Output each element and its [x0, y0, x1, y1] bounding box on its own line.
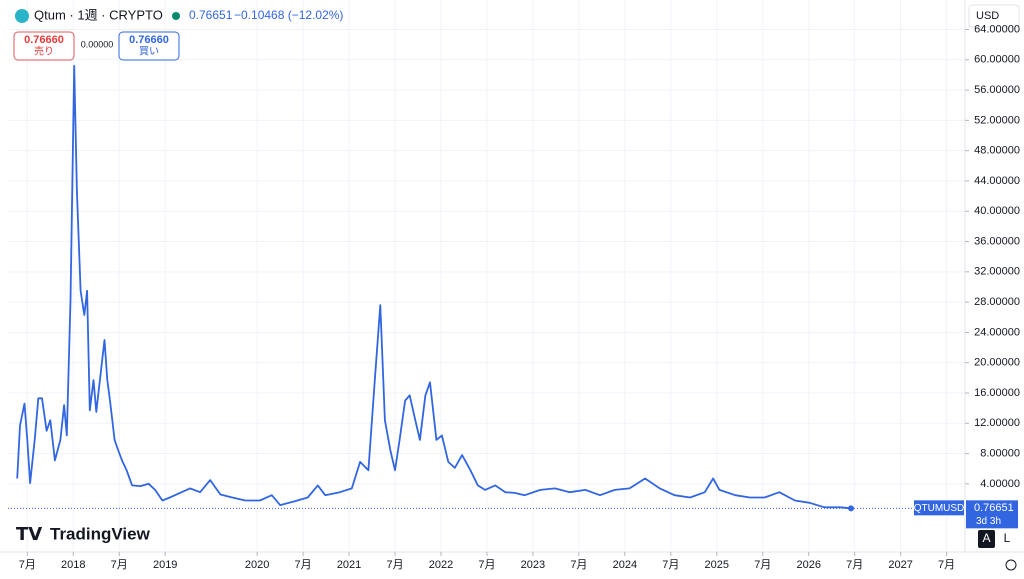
- settings-icon[interactable]: [1005, 559, 1017, 571]
- last-point: [848, 505, 855, 512]
- y-tick-label: 8.00000: [980, 447, 1020, 459]
- last-price: 0.76651: [189, 8, 233, 22]
- symbol-tag: [914, 500, 964, 516]
- chart-title[interactable]: Qtum · 1週 · CRYPTO: [34, 7, 163, 22]
- y-tick-label: 36.00000: [974, 235, 1020, 247]
- x-tick-label: 2021: [337, 559, 361, 571]
- x-tick-label: 2022: [429, 559, 453, 571]
- x-tick-label: 2027: [888, 559, 912, 571]
- buy-button[interactable]: [118, 31, 180, 61]
- currency-button[interactable]: [968, 4, 1020, 28]
- auto-scale-button[interactable]: [978, 530, 995, 548]
- price-change: −0.10468 (−12.02%): [234, 8, 343, 22]
- currency: USD: [976, 10, 999, 22]
- buy-label: 買い: [139, 46, 159, 58]
- y-tick-label: 12.00000: [974, 417, 1020, 429]
- sell-button[interactable]: [13, 31, 75, 61]
- symbol-icon: [15, 9, 29, 23]
- y-tick-label: 28.00000: [974, 296, 1020, 308]
- x-tick-label: 7月: [295, 559, 312, 571]
- y-tick-label: 64.00000: [974, 23, 1020, 35]
- buy-price: 0.76660: [129, 34, 169, 46]
- x-tick-label: 7月: [386, 559, 403, 571]
- y-tick-label: 20.00000: [974, 357, 1020, 369]
- x-tick-label: 7月: [754, 559, 771, 571]
- x-tick-label: 2023: [521, 559, 545, 571]
- x-tick-label: 7月: [938, 559, 955, 571]
- y-tick-label: 24.00000: [974, 326, 1020, 338]
- y-tick-label: 16.00000: [974, 387, 1020, 399]
- y-tick-label: 60.00000: [974, 54, 1020, 66]
- x-tick-label: 2025: [705, 559, 729, 571]
- x-tick-label: 7月: [111, 559, 128, 571]
- symbol-tag-label: QTUMUSD: [914, 503, 965, 514]
- x-tick-label: 2026: [796, 559, 820, 571]
- price-tag-label: 0.76651: [974, 502, 1014, 514]
- countdown: 3d 3h: [976, 516, 1001, 527]
- price-line: [16, 65, 852, 510]
- brand-name: TradingView: [50, 524, 151, 543]
- log-scale-label[interactable]: L: [1004, 531, 1011, 545]
- plot: [8, 65, 965, 512]
- y-tick-label: 52.00000: [974, 114, 1020, 126]
- x-tick-label: 7月: [478, 559, 495, 571]
- x-tick-label: 2024: [613, 559, 637, 571]
- y-tick-label: 32.00000: [974, 266, 1020, 278]
- spread: 0.00000: [81, 39, 114, 49]
- sell-label: 売り: [34, 45, 54, 58]
- x-tick-label: 7月: [19, 559, 36, 571]
- y-tick-label: 40.00000: [974, 205, 1020, 217]
- x-tick-label: 7月: [570, 559, 587, 571]
- y-tick-label: 48.00000: [974, 145, 1020, 157]
- sell-price: 0.76660: [24, 34, 64, 46]
- x-tick-label: 7月: [846, 559, 863, 571]
- grid: [8, 0, 965, 552]
- x-tick-label: 7月: [662, 559, 679, 571]
- x-tick-label: 2019: [153, 559, 177, 571]
- brand-logo: 𝗧𝗩: [16, 524, 42, 544]
- y-tick-label: 56.00000: [974, 84, 1020, 96]
- y-tick-label: 44.00000: [974, 175, 1020, 187]
- price-tag: [966, 500, 1018, 529]
- x-tick-label: 2018: [61, 559, 85, 571]
- market-status: [172, 12, 180, 20]
- x-tick-label: 2020: [245, 559, 269, 571]
- y-tick-label: 4.00000: [980, 478, 1020, 490]
- auto-scale-label: A: [982, 531, 990, 545]
